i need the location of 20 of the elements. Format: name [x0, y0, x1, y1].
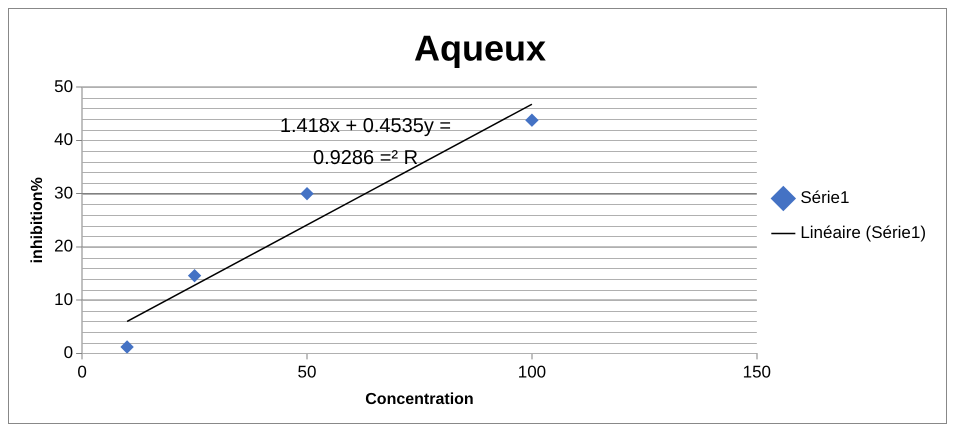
point	[188, 269, 202, 282]
chart-title: Aqueux	[414, 28, 546, 69]
legend-label: Série1	[800, 188, 850, 208]
y-axis-title: inhibition%	[29, 177, 46, 264]
annotation: 1.418x + 0.4535y = 0.9286 =² R	[280, 115, 452, 170]
x-axis-title: Concentration	[365, 390, 474, 408]
point	[120, 340, 134, 354]
x-tick-label: 0	[77, 362, 87, 382]
y-tick-label: 30	[54, 183, 74, 202]
y-tick-label: 0	[64, 343, 74, 362]
y-tick-label: 20	[54, 236, 74, 256]
point	[525, 114, 538, 127]
point	[300, 187, 314, 200]
y-tick-label: 50	[54, 76, 74, 96]
y-tick-label: 10	[54, 290, 74, 309]
y-tick-label: 40	[54, 130, 74, 150]
legend-label: Linéaire (Série1)	[800, 223, 926, 242]
x-tick-label: 100	[518, 362, 546, 382]
x-tick-label: 150	[742, 362, 772, 382]
x-tick-label: 50	[298, 362, 316, 382]
